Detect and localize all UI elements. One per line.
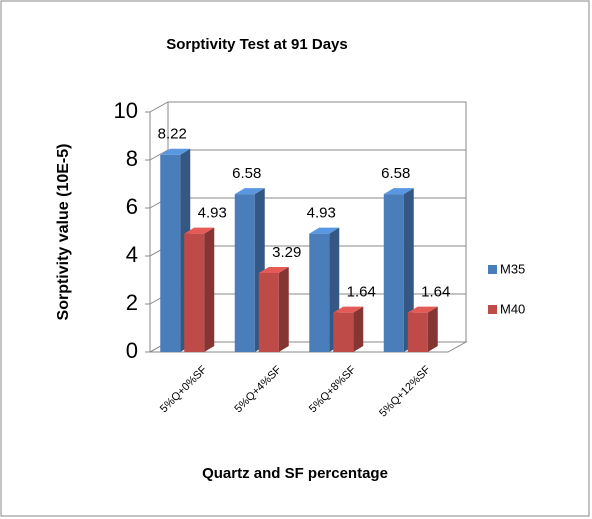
- y-tick-label: 8: [126, 146, 138, 171]
- bar-front: [258, 273, 279, 352]
- value-label: 4.93: [198, 205, 227, 222]
- bar-front: [383, 194, 404, 352]
- value-label: 4.93: [307, 205, 336, 222]
- y-tick-label: 4: [126, 242, 138, 267]
- bar-front: [184, 233, 205, 352]
- bar-top: [333, 306, 364, 313]
- bar-top: [258, 267, 289, 274]
- value-label: 1.64: [421, 284, 450, 301]
- y-tick-label: 10: [114, 98, 138, 123]
- bar-front: [160, 154, 181, 352]
- bar: [333, 306, 364, 352]
- value-label: 6.58: [381, 165, 410, 182]
- bar-side: [427, 306, 438, 352]
- bar-top: [309, 227, 340, 234]
- bar: [184, 227, 215, 352]
- value-label: 6.58: [232, 165, 261, 182]
- value-label: 3.29: [272, 244, 301, 261]
- x-axis-title: Quartz and SF percentage: [202, 465, 388, 482]
- bar-front: [309, 233, 330, 352]
- bar-front: [234, 194, 255, 352]
- grid-line: [149, 101, 466, 113]
- bar-side: [278, 267, 289, 352]
- bar: [258, 267, 289, 352]
- bar-top: [383, 188, 414, 195]
- y-axis-title: Sorptivity value (10E-5): [55, 144, 72, 321]
- y-tick-label: 6: [126, 194, 138, 219]
- y-tick-label: 0: [126, 338, 138, 363]
- grid-line: [149, 149, 466, 161]
- legend-label: M40: [500, 301, 525, 316]
- bar: [407, 306, 438, 352]
- bar-top: [407, 306, 438, 313]
- legend-label: M35: [500, 261, 525, 276]
- bar-top: [160, 148, 191, 155]
- legend-swatch: [488, 305, 497, 314]
- bar-front: [407, 312, 428, 352]
- value-label: 8.22: [158, 126, 187, 143]
- bar-side: [353, 306, 364, 352]
- bar: [234, 188, 265, 352]
- chart-title: Sorptivity Test at 91 Days: [166, 36, 347, 53]
- bar-top: [184, 227, 215, 234]
- bar-side: [204, 227, 215, 352]
- bar-front: [333, 312, 354, 352]
- y-tick-label: 2: [126, 290, 138, 315]
- bar-top: [234, 188, 265, 195]
- value-label: 1.64: [347, 284, 376, 301]
- legend-swatch: [488, 265, 497, 274]
